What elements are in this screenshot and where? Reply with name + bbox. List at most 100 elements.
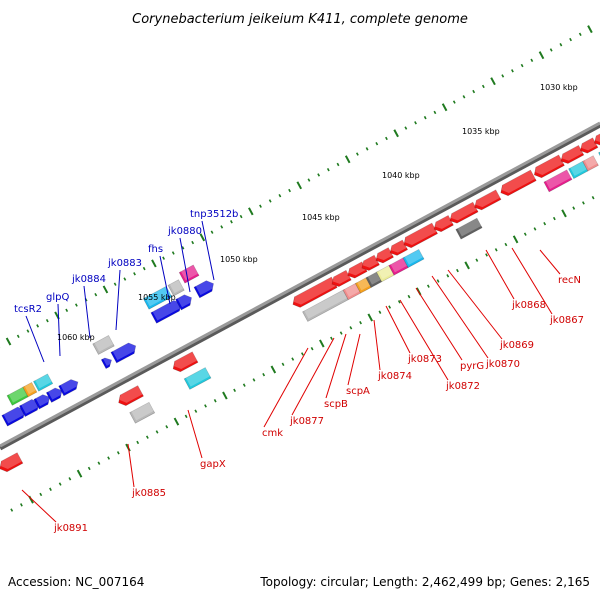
leader-jk0873 [385,305,411,354]
leader-jk0869 [447,269,503,340]
tick-inner [97,461,101,465]
feature-forward-3-body [33,394,51,410]
tick-outer [317,173,321,177]
kbp-label: 1030 kbp [540,83,578,92]
backbone-line [0,121,600,448]
feature-forward-5 [58,376,79,397]
kbp-label: 1035 kbp [462,127,500,136]
tick-outer [569,37,572,42]
leader-jk0868 [485,249,515,300]
tick-inner [173,417,180,426]
feature-reverse-27 [543,167,573,193]
feature-reverse-3-body [129,401,156,424]
kbp-markers: 1030 kbp 1035 kbp 1040 kbp 1045 kbp 1050 kbp… [57,83,578,342]
feature-forward-4-body [45,387,63,403]
feature-reverse-5 [183,364,212,390]
tick-outer [511,69,514,73]
leader-jk0872 [399,299,449,381]
leader-jk0883 [115,269,121,331]
tick-inner [407,294,411,299]
feature-forward-9 [110,340,137,364]
gene-label-scpA: scpA [346,386,370,397]
tick-outer [549,48,553,52]
feature-reverse-3 [129,399,156,424]
tick-inner [76,469,83,478]
tick-outer [268,199,272,203]
tick-inner [494,248,498,252]
feature-reverse-10-highlight [303,287,350,319]
feature-forward-8 [33,371,54,392]
tick-inner [155,430,159,434]
feature-forward-8-highlight [34,371,54,389]
feature-reverse-20-highlight [434,212,455,229]
tick-inner [165,425,169,429]
gene-features [0,131,600,473]
gene-label-scpB: scpB [324,399,348,410]
feature-reverse-5-highlight [184,364,212,387]
tick-outer [65,308,69,312]
feature-reverse-1-highlight [0,449,24,469]
leader-fhs [159,255,171,305]
tick-inner [446,274,450,278]
feature-reverse-7-highlight [332,267,353,284]
gene-label-jk0867: jk0867 [549,315,584,326]
tick-outer [230,220,233,224]
tick-outer [45,318,49,323]
tick-inner [10,508,14,512]
gene-label-jk0885: jk0885 [131,488,166,499]
feature-forward-3-highlight [34,391,51,407]
tick-outer [113,282,117,286]
tick-inner [270,365,277,374]
label-leader-lines [21,220,561,523]
feature-forward-9-highlight [111,340,137,361]
feature-reverse-3-highlight [130,399,156,421]
gene-label-jk0870: jk0870 [485,359,520,370]
tick-outer [259,204,262,208]
feature-reverse-22-highlight [475,187,502,208]
tick-inner [242,383,246,387]
tick-outer [220,225,224,229]
tick-inner [330,336,333,340]
tick-outer [365,147,369,151]
leader-scpA [347,333,361,386]
leader-jk0891 [21,489,57,523]
tick-outer [423,115,427,120]
tick-outer [441,103,448,112]
gene-label-recN: recN [558,275,581,286]
feature-forward-1-highlight [2,404,26,424]
tick-outer [538,51,545,60]
tick-inner [504,242,508,247]
feature-reverse-23-highlight [456,215,483,237]
gene-label-jk0873: jk0873 [407,354,442,365]
feature-forward-13-body [175,294,192,311]
tick-inner [464,261,470,270]
gene-label-jk0869: jk0869 [499,340,534,351]
tick-inner [58,482,62,486]
feature-forward-17-body [178,264,200,284]
tick-inner [572,206,576,210]
feature-forward-11 [92,332,116,355]
leader-jk0867 [511,247,553,315]
feature-forward-8-body [33,373,54,392]
tick-inner [68,477,72,481]
tick-inner [262,373,266,377]
tick-outer [210,230,214,234]
tick-inner [301,352,304,356]
feature-reverse-4-body [172,351,199,373]
tick-inner [107,456,111,460]
feature-forward-4-highlight [47,385,63,400]
tick-outer [587,25,593,34]
feature-forward-15-body [167,279,185,297]
tick-inner [213,399,217,403]
leader-jk0884 [83,285,91,339]
gene-label-jk0874: jk0874 [377,371,412,382]
leader-pyrG [415,287,463,361]
gene-label-fhs: fhs [148,244,163,255]
feature-reverse-23-body [455,217,483,240]
tick-outer [123,277,127,281]
feature-reverse-4-highlight [173,348,199,370]
feature-forward-10-highlight [102,355,113,366]
tick-outer [26,329,30,333]
tick-inner [281,362,285,367]
